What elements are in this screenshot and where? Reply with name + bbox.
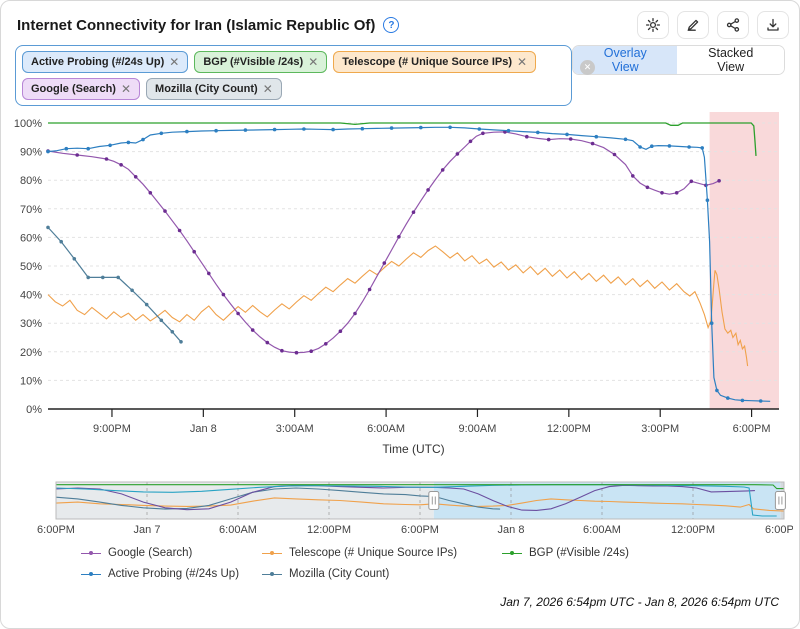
svg-text:Jan 8: Jan 8 [190, 423, 217, 435]
remove-chip-icon[interactable]: ✕ [517, 55, 528, 69]
remove-chip-icon[interactable]: ✕ [120, 82, 132, 96]
download-icon [767, 18, 779, 31]
view-toggle: Overlay View Stacked View [572, 45, 785, 75]
legend-label: BGP (#Visible /24s) [529, 547, 629, 559]
edit-button[interactable] [677, 11, 709, 39]
pencil-icon [687, 19, 699, 31]
svg-text:9:00AM: 9:00AM [459, 423, 497, 435]
header: Internet Connectivity for Iran (Islamic … [17, 7, 789, 43]
metric-chip-label: BGP (#Visible /24s) [203, 56, 304, 68]
metric-chip-label: Telescope (# Unique Source IPs) [342, 56, 512, 68]
svg-text:Jan 8: Jan 8 [498, 524, 525, 536]
download-button[interactable] [757, 11, 789, 39]
help-icon[interactable]: ? [383, 17, 400, 33]
legend-item[interactable]: BGP (#Visible /24s) [502, 545, 629, 561]
svg-text:12:00PM: 12:00PM [547, 423, 591, 435]
legend-line-marker [262, 549, 282, 557]
stacked-view-button[interactable]: Stacked View [677, 46, 784, 74]
page-title: Internet Connectivity for Iran (Islamic … [17, 16, 376, 34]
svg-text:6:00PM: 6:00PM [401, 524, 439, 536]
metric-chips-container: Active Probing (#/24s Up) ✕ BGP (#Visible … [15, 45, 596, 106]
svg-text:12:00PM: 12:00PM [671, 524, 715, 536]
gear-icon [645, 17, 661, 33]
metric-chip[interactable]: Google (Search) ✕ [22, 78, 141, 100]
svg-text:50%: 50% [20, 261, 42, 273]
svg-text:3:00AM: 3:00AM [276, 423, 314, 435]
svg-text:12:00PM: 12:00PM [307, 524, 351, 536]
toolbar [637, 11, 789, 39]
time-range-navigator[interactable]: 6:00PM Jan 7 6:00AM 12:00PM 6:00PM Jan 8 6:00A… [9, 481, 793, 539]
svg-text:0%: 0% [26, 404, 42, 416]
svg-text:90%: 90% [20, 147, 42, 159]
legend-label: Telescope (# Unique Source IPs) [289, 547, 458, 559]
svg-text:9:00PM: 9:00PM [93, 423, 131, 435]
legend-label: Mozilla (City Count) [289, 568, 390, 580]
legend-item[interactable]: Mozilla (City Count) [262, 566, 502, 582]
legend-line-marker [81, 549, 101, 557]
remove-chip-icon[interactable]: ✕ [308, 55, 319, 69]
chart-legend: Google (Search) Telescope (# Unique Sourc… [81, 545, 629, 582]
svg-text:20%: 20% [20, 347, 42, 359]
navigator-handle-left[interactable] [428, 491, 440, 510]
selected-time-range-label: Jan 7, 2026 6:54pm UTC - Jan 8, 2026 6:5… [500, 595, 779, 609]
svg-text:3:00PM: 3:00PM [641, 423, 679, 435]
legend-item[interactable]: Google (Search) [81, 545, 262, 561]
svg-text:100%: 100% [14, 118, 42, 130]
svg-text:80%: 80% [20, 175, 42, 187]
svg-text:6:00AM: 6:00AM [583, 524, 621, 536]
metric-chip-label: Active Probing (#/24s Up) [31, 56, 165, 68]
metric-chip[interactable]: Active Probing (#/24s Up) ✕ [22, 51, 189, 73]
svg-text:40%: 40% [20, 290, 42, 302]
metric-chip-label: Google (Search) [31, 83, 116, 95]
legend-line-marker [502, 549, 522, 557]
svg-text:6:00PM: 6:00PM [765, 524, 793, 536]
share-button[interactable] [717, 11, 749, 39]
svg-text:6:00PM: 6:00PM [37, 524, 75, 536]
metric-chip-label: Mozilla (City Count) [155, 83, 258, 95]
legend-item[interactable]: Telescope (# Unique Source IPs) [262, 545, 502, 561]
svg-text:10%: 10% [20, 375, 42, 387]
svg-text:Time (UTC): Time (UTC) [382, 442, 444, 456]
share-icon [726, 18, 740, 32]
navigator-handle-right[interactable] [774, 491, 786, 510]
legend-label: Active Probing (#/24s Up) [108, 568, 240, 580]
svg-text:60%: 60% [20, 232, 42, 244]
legend-item[interactable]: Active Probing (#/24s Up) [81, 566, 262, 582]
metric-chip[interactable]: Mozilla (City Count) ✕ [146, 78, 282, 100]
clear-all-chips-button[interactable]: ✕ [580, 60, 596, 75]
legend-line-marker [81, 570, 101, 578]
legend-label: Google (Search) [108, 547, 193, 559]
svg-text:30%: 30% [20, 318, 42, 330]
settings-button[interactable] [637, 11, 669, 39]
controls-row: Active Probing (#/24s Up) ✕ BGP (#Visible … [15, 45, 785, 106]
remove-chip-icon[interactable]: ✕ [262, 82, 273, 96]
svg-text:6:00PM: 6:00PM [733, 423, 771, 435]
svg-text:6:00AM: 6:00AM [367, 423, 405, 435]
svg-text:70%: 70% [20, 204, 42, 216]
svg-text:Jan 7: Jan 7 [134, 524, 161, 536]
remove-chip-icon[interactable]: ✕ [169, 55, 180, 69]
svg-text:6:00AM: 6:00AM [219, 524, 257, 536]
legend-line-marker [262, 570, 282, 578]
metric-chip[interactable]: Telescope (# Unique Source IPs) ✕ [333, 51, 537, 73]
metric-chip[interactable]: BGP (#Visible /24s) ✕ [194, 51, 328, 73]
connectivity-line-chart[interactable]: 0% 10% 20% 30% 40% 50% 60% 70% 80% 90% 100% 9:00PM J… [9, 111, 793, 463]
